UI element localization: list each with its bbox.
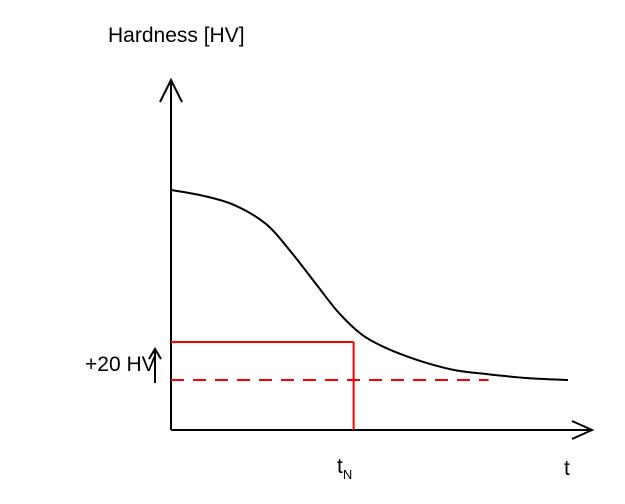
up-arrow-icon — [148, 347, 162, 383]
x-axis-label: t — [564, 457, 570, 480]
y-axis-arrowhead — [159, 77, 183, 103]
x-axis-arrowhead — [571, 420, 595, 440]
tn-label-main: t — [337, 455, 343, 478]
y-axis-label: Hardness [HV] — [108, 24, 245, 47]
tn-label-subscript: N — [343, 467, 352, 482]
tn-label: tN — [337, 455, 352, 482]
offset-label: +20 HV — [85, 353, 156, 376]
hardness-curve — [170, 189, 569, 381]
